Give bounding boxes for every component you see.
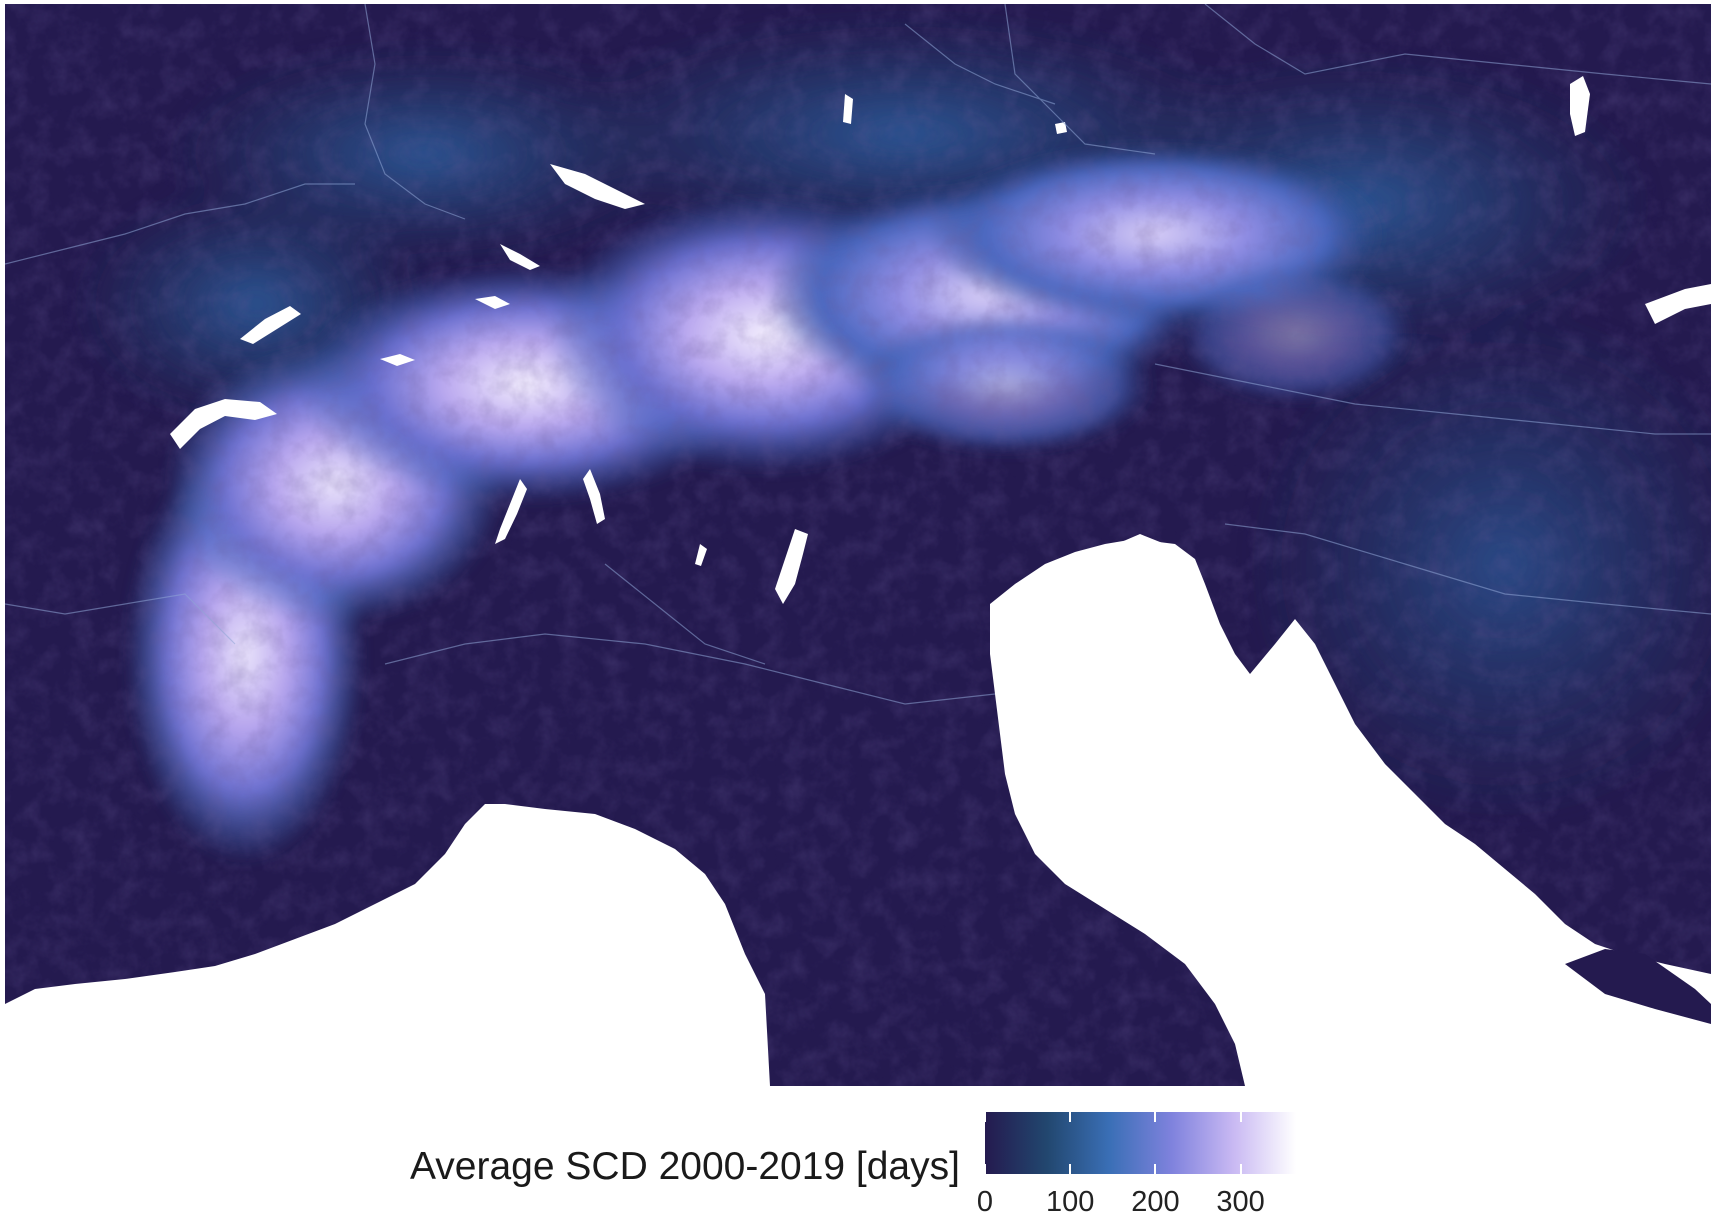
legend-tick-mark (1154, 1164, 1157, 1174)
legend-tick-mark (1239, 1112, 1242, 1122)
legend-tick-mark (984, 1164, 986, 1174)
borders-rivers (5, 4, 1711, 705)
legend-tick-mark (1239, 1164, 1242, 1174)
lake-chiemsee (1055, 122, 1067, 134)
adriatic-sea (990, 539, 1711, 1086)
legend-tick-mark (1069, 1112, 1072, 1122)
lake-thun (380, 354, 415, 366)
croatia-coast-islands (1565, 949, 1711, 1024)
legend: Average SCD 2000-2019 [days] 0 100 200 3… (0, 1100, 1713, 1218)
legend-title: Average SCD 2000-2019 [days] (410, 1145, 960, 1188)
legend-tick-mark (1069, 1164, 1072, 1174)
map-canvas (5, 4, 1711, 1086)
lake-east (1645, 284, 1711, 324)
snow-cover-map (5, 4, 1711, 1086)
ligurian-sea (5, 804, 770, 1086)
sea-areas (5, 539, 1711, 1086)
lake-como (583, 469, 605, 524)
legend-tick-mark (984, 1112, 986, 1122)
legend-tick-label: 300 (1216, 1186, 1265, 1218)
lake-zurich (500, 244, 540, 270)
lake-iseo (695, 544, 707, 566)
lagoon-adriatic (1105, 534, 1165, 552)
lake-constance (550, 164, 645, 209)
legend-tick-mark (1154, 1112, 1157, 1122)
legend-tick-label: 100 (1046, 1186, 1095, 1218)
lake-lucerne (475, 296, 510, 309)
lake-neuchatel (240, 306, 301, 344)
legend-colorbar (985, 1112, 1296, 1174)
legend-tick-label: 0 (976, 1186, 994, 1218)
lake-garda (775, 529, 808, 604)
lake-maggiore (495, 479, 527, 544)
lake-geneva (170, 399, 277, 449)
lake-balaton (1570, 76, 1590, 136)
legend-tick-label: 200 (1131, 1186, 1180, 1218)
lakes (170, 76, 1711, 604)
lake-ammersee (843, 94, 853, 124)
